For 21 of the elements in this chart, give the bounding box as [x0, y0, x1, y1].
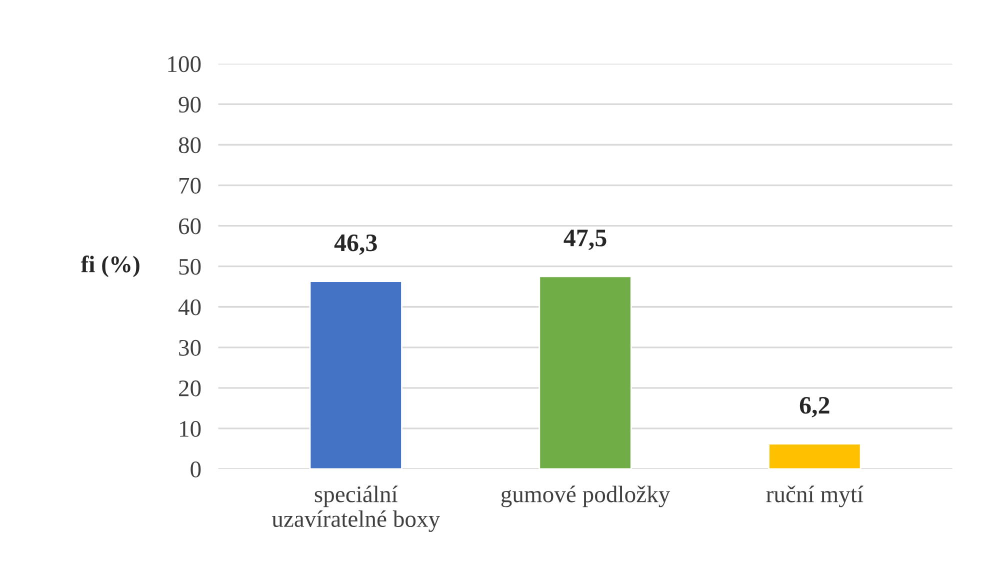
bar [538, 276, 632, 469]
y-tick-label: 30 [179, 340, 201, 356]
y-tick-label: 0 [190, 461, 201, 478]
y-tick-label: 60 [178, 218, 201, 234]
bar [768, 443, 862, 469]
data-label: 6,2 [800, 396, 830, 418]
data-label: 46,3 [334, 234, 377, 255]
y-tick-label: 50 [179, 258, 201, 275]
y-tick-label: 100 [168, 56, 201, 72]
y-tick-label: 40 [178, 299, 201, 316]
y-tick-label: 70 [180, 178, 201, 194]
x-tick-label: speciální uzavíratelné boxy [272, 486, 440, 532]
y-tick-label: 80 [178, 137, 201, 154]
y-axis-title: fi (%) [80, 256, 140, 278]
y-tick-label: 10 [180, 420, 201, 437]
x-tick-label: gumové podložky [501, 486, 670, 508]
x-tick-label: ruční mytí [766, 486, 864, 508]
bar [309, 280, 402, 469]
data-label: 47,5 [564, 230, 606, 250]
y-tick-label: 20 [179, 380, 201, 396]
y-tick-label: 90 [178, 96, 201, 113]
